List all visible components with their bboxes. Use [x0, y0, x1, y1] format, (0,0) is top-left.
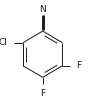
Text: N: N [39, 5, 46, 14]
Text: F: F [76, 61, 81, 70]
Text: Cl: Cl [0, 38, 7, 47]
Text: F: F [40, 89, 45, 98]
